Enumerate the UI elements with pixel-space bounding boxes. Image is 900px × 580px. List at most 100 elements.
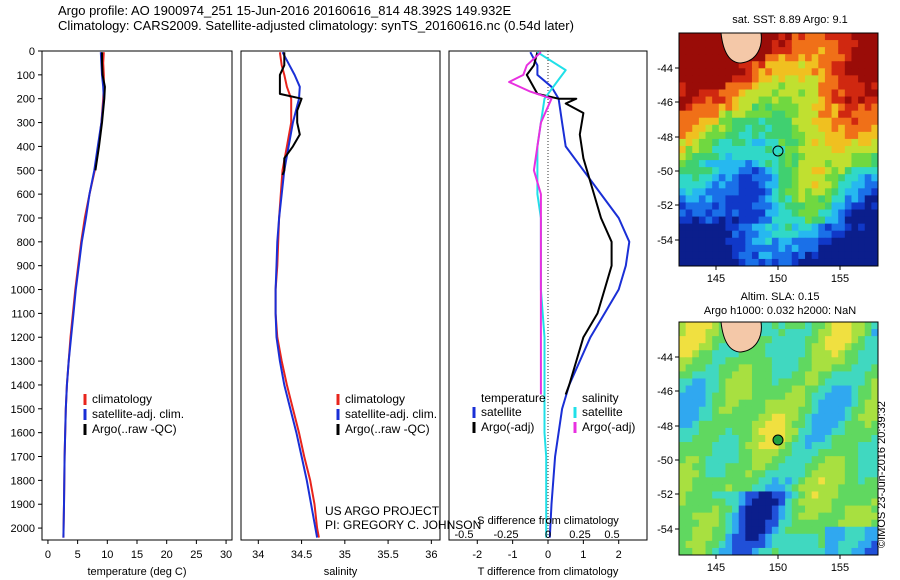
- diff-legend-salinity-header: salinity: [582, 391, 619, 405]
- x-tick-label-2: 0: [545, 549, 551, 561]
- y-tick-label: 1800: [11, 475, 35, 487]
- y-tick-label: 600: [17, 189, 35, 201]
- x-tick-label-1: 35.5: [377, 549, 398, 561]
- diff-top-axis-label: S difference from climatology: [477, 515, 619, 527]
- y-tick-label: 1300: [11, 356, 35, 368]
- sst-y-tick-label: -54: [657, 235, 673, 247]
- series-line-0-2: [94, 52, 106, 171]
- diff-legend-s-argo: Argo(-adj): [582, 420, 635, 434]
- plot-frame-0: [41, 50, 233, 541]
- sla-y-tick-label: -46: [657, 386, 673, 398]
- series-line-1-2: [278, 52, 303, 176]
- x-tick-label-1: 36: [425, 549, 437, 561]
- x-tick-label-1: 34: [252, 549, 264, 561]
- sla-float-marker: [772, 434, 784, 446]
- sst-y-tick-label: -50: [657, 166, 673, 178]
- y-tick-label: 1100: [11, 308, 35, 320]
- diff-top-tick-label: 0.5: [604, 529, 619, 541]
- x-tick-label-1: 34.5: [291, 549, 312, 561]
- diff-top-tick-label: 0.25: [569, 529, 590, 541]
- series-line-2-1: [525, 51, 613, 395]
- sla-map-image: [679, 322, 879, 556]
- plot-frame-2: [448, 50, 648, 541]
- diff-legend-temperature-header: temperature: [481, 391, 546, 405]
- imos-watermark: ©IMOS 23-Jun-2016 20:39:32: [876, 401, 888, 548]
- x-axis-label-2: T difference from climatology: [478, 566, 619, 578]
- x-tick-label-0: 20: [161, 549, 173, 561]
- y-tick-label: 300: [17, 118, 35, 130]
- series-line-1-1: [274, 51, 319, 538]
- sst-x-tick-label: 150: [769, 273, 787, 285]
- y-tick-label: 1200: [11, 332, 35, 344]
- temperature-legend-label-0: climatology: [92, 392, 152, 406]
- diff-top-tick-label: 0: [545, 529, 551, 541]
- sst-land-tasmania: [720, 32, 762, 64]
- sst-map-title: sat. SST: 8.89 Argo: 9.1: [732, 14, 848, 26]
- sst-y-tick-label: -48: [657, 132, 673, 144]
- series-line-0-0: [62, 52, 105, 538]
- sst-y-tick-label: -52: [657, 200, 673, 212]
- y-tick-label: 1700: [11, 452, 35, 464]
- y-tick-label: 900: [17, 261, 35, 273]
- sla-land-tasmania: [720, 321, 762, 353]
- sla-map-title-line-2: Argo h1000: 0.032 h2000: NaN: [703, 305, 857, 317]
- y-tick-label: 1600: [11, 428, 35, 440]
- x-tick-label-0: 10: [101, 549, 113, 561]
- sla-y-tick-label: -54: [657, 524, 673, 536]
- series-line-0-1: [62, 52, 105, 538]
- x-tick-label-2: 2: [616, 549, 622, 561]
- sla-map-title-line-1: Altim. SLA: 0.15: [740, 291, 820, 303]
- sst-float-marker: [772, 145, 784, 157]
- sst-x-tick-label: 145: [707, 273, 725, 285]
- x-tick-label-2: 1: [580, 549, 586, 561]
- x-tick-label-0: 30: [220, 549, 232, 561]
- sst-x-tick-label: 155: [831, 273, 849, 285]
- project-text: US ARGO PROJECT: [325, 504, 440, 518]
- y-tick-label: 200: [17, 94, 35, 106]
- y-tick-label: 400: [17, 141, 35, 153]
- salinity-legend-label-0: climatology: [345, 392, 405, 406]
- pi-text: PI: GREGORY C. JOHNSON: [325, 518, 481, 532]
- x-tick-label-2: -2: [472, 549, 482, 561]
- temperature-legend-label-1: satellite-adj. clim.: [92, 407, 184, 421]
- sst-y-tick-label: -46: [657, 97, 673, 109]
- series-line-2-0: [529, 51, 631, 538]
- sla-y-tick-label: -48: [657, 421, 673, 433]
- y-tick-label: 700: [17, 213, 35, 225]
- series-line-2-3: [508, 51, 553, 395]
- y-tick-label: 0: [29, 46, 35, 58]
- x-axis-label-0: temperature (deg C): [87, 566, 186, 578]
- diff-legend-s-sat: satellite: [582, 405, 623, 419]
- y-tick-label: 1900: [11, 499, 35, 511]
- sla-y-tick-label: -52: [657, 489, 673, 501]
- salinity-legend-label-2: Argo(..raw -QC): [345, 422, 430, 436]
- x-tick-label-1: 35: [339, 549, 351, 561]
- x-axis-label-1: salinity: [324, 566, 358, 578]
- x-tick-label-0: 0: [45, 549, 51, 561]
- y-tick-label: 1400: [11, 380, 35, 392]
- temperature-legend-label-2: Argo(..raw -QC): [92, 422, 177, 436]
- figure-title-line-2: Climatology: CARS2009. Satellite-adjuste…: [58, 18, 574, 33]
- y-tick-label: 1000: [11, 285, 35, 297]
- x-tick-label-2: -1: [508, 549, 518, 561]
- sla-x-tick-label: 145: [707, 562, 725, 574]
- y-tick-label: 500: [17, 165, 35, 177]
- x-tick-label-0: 15: [131, 549, 143, 561]
- sla-y-tick-label: -44: [657, 352, 673, 364]
- salinity-legend-label-1: satellite-adj. clim.: [345, 407, 437, 421]
- x-tick-label-0: 25: [190, 549, 202, 561]
- y-tick-label: 800: [17, 237, 35, 249]
- diff-legend-t-sat: satellite: [481, 405, 522, 419]
- sla-y-tick-label: -50: [657, 455, 673, 467]
- diff-legend-t-argo: Argo(-adj): [481, 420, 534, 434]
- diff-top-tick-label: -0.5: [455, 529, 474, 541]
- sla-x-tick-label: 150: [769, 562, 787, 574]
- plot-frame-1: [240, 50, 441, 541]
- diff-top-tick-label: -0.25: [493, 529, 518, 541]
- y-tick-label: 100: [17, 70, 35, 82]
- sst-y-tick-label: -44: [657, 63, 673, 75]
- figure-title-line-1: Argo profile: AO 1900974_251 15-Jun-2016…: [58, 3, 512, 18]
- sst-map-image: [679, 33, 879, 267]
- x-tick-label-0: 5: [75, 549, 81, 561]
